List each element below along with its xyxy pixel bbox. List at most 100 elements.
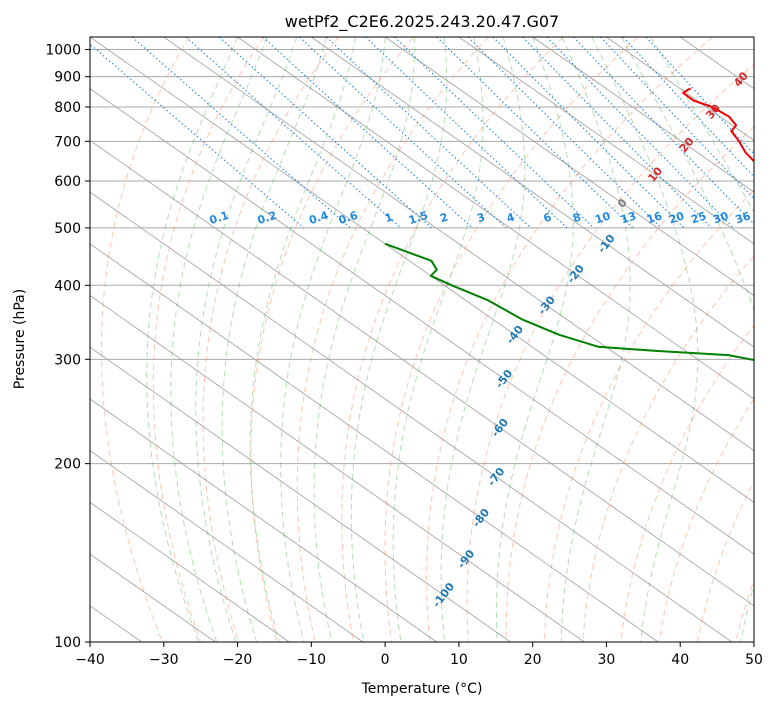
mixing-ratio-label: 20 xyxy=(667,209,686,226)
mixing-ratio-label: 1 xyxy=(383,211,394,226)
isotherm-line xyxy=(163,37,754,452)
moist-adiabat-line xyxy=(591,37,699,642)
mixing-ratio-label: 16 xyxy=(645,209,664,226)
x-tick-label: −30 xyxy=(149,652,179,668)
x-tick-label: −40 xyxy=(75,652,105,668)
dry-adiabat-line xyxy=(296,37,489,642)
chart-title: wetPf2_C2E6.2025.243.20.47.G07 xyxy=(285,12,559,32)
mixing-ratio-line xyxy=(365,37,568,229)
mixing-ratio-line xyxy=(492,37,685,229)
mixing-ratio-line xyxy=(522,37,712,229)
moist-adiabat-line xyxy=(170,37,268,642)
plot-frame xyxy=(89,36,755,643)
moist-adiabat-line xyxy=(280,37,386,642)
x-tick-label: 30 xyxy=(598,652,616,668)
mixing-ratio-line xyxy=(394,37,595,229)
x-tick-label: −20 xyxy=(223,652,253,668)
mixing-ratio-label: 4 xyxy=(505,210,517,225)
dry-adiabat-line xyxy=(543,189,754,642)
moist-adiabat-line xyxy=(560,37,631,642)
isotherm-line xyxy=(90,295,585,642)
isotherm-line xyxy=(90,243,659,642)
mixing-ratio-label: 0.2 xyxy=(256,209,279,227)
dry-adiabat-line xyxy=(202,37,339,642)
mixing-ratio-line xyxy=(326,37,532,229)
y-tick-label: 700 xyxy=(54,134,81,150)
isotherm-line xyxy=(90,450,364,642)
y-tick-label: 1000 xyxy=(45,43,81,59)
x-tick-label: 10 xyxy=(450,652,468,668)
isotherm-line xyxy=(90,346,511,642)
x-tick-label: 50 xyxy=(745,652,763,668)
dry-adiabat-line xyxy=(341,37,564,642)
mixing-ratio-label: 10 xyxy=(593,209,612,226)
moist-adiabat-line xyxy=(146,37,239,642)
mixing-ratio-label: 0.4 xyxy=(307,209,330,227)
moist-adiabat-line xyxy=(495,37,574,642)
mixing-ratio-line xyxy=(546,37,734,229)
moist-adiabat-line xyxy=(195,37,298,642)
mixing-ratio-line xyxy=(185,37,402,229)
mixing-ratio-line xyxy=(131,37,352,229)
y-tick-label: 400 xyxy=(54,278,81,294)
mixing-ratio-line xyxy=(573,37,754,225)
isotherm-line xyxy=(90,37,754,503)
moist-adiabat-line xyxy=(221,37,327,642)
dry-adiabat-line xyxy=(582,255,754,642)
moist-adiabat-line xyxy=(313,37,416,642)
mixing-ratio-line xyxy=(299,37,507,229)
mixing-ratio-label: 6 xyxy=(542,210,554,225)
mixing-ratio-label: 0.6 xyxy=(337,209,360,227)
y-axis: 100 200 300 400 500 600 700 800 900 1000 xyxy=(45,43,90,651)
mixing-ratio-line xyxy=(436,37,634,229)
x-axis-title: Temperature (°C) xyxy=(361,681,483,697)
dry-adiabat-line xyxy=(466,63,754,642)
dry-adiabat-line xyxy=(384,37,639,642)
grid-layer xyxy=(90,37,754,642)
isotherm-line xyxy=(237,37,754,400)
y-tick-label: 600 xyxy=(54,174,81,190)
mixing-ratio-line xyxy=(467,37,662,229)
y-tick-label: 800 xyxy=(54,100,81,116)
x-axis: −40 −30 −20 −10 0 10 20 30 40 50 xyxy=(75,642,763,668)
moist-adiabat-line xyxy=(392,37,484,642)
isotherm-line xyxy=(90,139,754,607)
moist-adiabat-line xyxy=(620,37,754,642)
x-tick-label: 0 xyxy=(381,652,390,668)
isotherm-line xyxy=(384,37,754,297)
data-layer xyxy=(384,87,754,361)
mixing-ratio-label: 0.1 xyxy=(208,209,231,227)
mixing-ratio-label: 13 xyxy=(619,209,638,226)
y-tick-label: 500 xyxy=(54,221,81,237)
moist-adiabat-line xyxy=(650,37,754,214)
mixing-ratio-line xyxy=(218,37,433,229)
temperature-series-line xyxy=(682,87,754,163)
y-axis-title: Pressure (hPa) xyxy=(12,289,28,389)
y-tick-label: 200 xyxy=(54,457,81,473)
mixing-ratio-label: 8 xyxy=(571,211,582,226)
isotherm-line xyxy=(90,191,733,642)
isotherm-line xyxy=(90,501,290,642)
dry-adiabat-line xyxy=(250,37,414,642)
mixing-ratio-label: 3 xyxy=(475,211,486,226)
y-tick-label: 100 xyxy=(54,635,81,651)
x-tick-label: −10 xyxy=(297,652,327,668)
isotherm-line xyxy=(458,37,754,245)
moist-adiabat-line xyxy=(249,37,357,642)
isotherm-line xyxy=(532,37,754,193)
dewpoint-series-line xyxy=(384,242,754,361)
isotherm-line xyxy=(90,88,754,555)
mixing-ratio-label: 2 xyxy=(438,211,449,226)
mixing-ratio-label: 1.5 xyxy=(407,209,430,227)
x-tick-label: 40 xyxy=(671,652,689,668)
y-tick-label: 900 xyxy=(54,70,81,86)
mixing-ratio-label: 25 xyxy=(689,209,708,226)
mixing-ratio-line xyxy=(600,37,754,200)
isotherm-line xyxy=(606,37,754,141)
dry-adiabat-line xyxy=(426,37,714,642)
dry-adiabat-line xyxy=(620,324,754,642)
x-tick-label: 20 xyxy=(524,652,542,668)
dry-adiabat-line xyxy=(505,125,754,642)
